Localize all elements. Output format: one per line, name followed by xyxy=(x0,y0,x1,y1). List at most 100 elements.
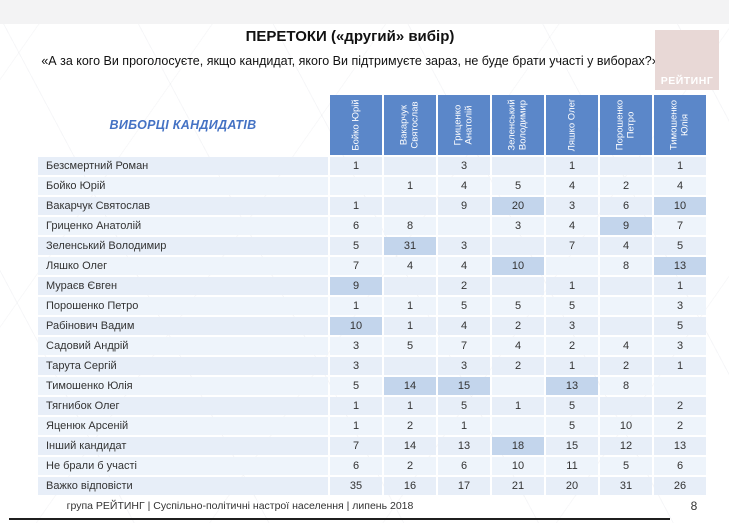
table-cell xyxy=(384,157,436,175)
table-cell: 15 xyxy=(546,437,598,455)
table-cell: 1 xyxy=(654,157,706,175)
table-cell: 3 xyxy=(330,357,382,375)
table-cell: 8 xyxy=(384,217,436,235)
table-cell: 21 xyxy=(492,477,544,495)
table-cell xyxy=(600,277,652,295)
row-label: Садовий Андрій xyxy=(38,337,328,355)
table-cell: 5 xyxy=(492,177,544,195)
row-label: Вакарчук Святослав xyxy=(38,197,328,215)
table-cell xyxy=(492,237,544,255)
table-cell: 4 xyxy=(438,177,490,195)
column-header: Гриценко Анатолій xyxy=(438,95,490,155)
row-label: Безсмертний Роман xyxy=(38,157,328,175)
table-cell: 1 xyxy=(330,417,382,435)
row-label: Тягнибок Олег xyxy=(38,397,328,415)
row-label: Зеленський Володимир xyxy=(38,237,328,255)
table-cell: 7 xyxy=(546,237,598,255)
table-cell: 7 xyxy=(330,437,382,455)
table-cell: 8 xyxy=(600,257,652,275)
table-cell: 5 xyxy=(546,417,598,435)
table-cell: 10 xyxy=(330,317,382,335)
column-header-label: Ляшко Олег xyxy=(566,98,578,152)
rating-logo-label: РЕЙТИНГ xyxy=(660,75,714,87)
row-label: Тарута Сергій xyxy=(38,357,328,375)
table-cell xyxy=(546,257,598,275)
table-cell: 18 xyxy=(492,437,544,455)
page-title: ПЕРЕТОКИ («другий» вибір) xyxy=(245,28,455,45)
table-cell xyxy=(492,277,544,295)
column-header-label: Бойко Юрій xyxy=(350,99,362,151)
table-cell: 35 xyxy=(330,477,382,495)
table-cell: 2 xyxy=(546,337,598,355)
column-header: Вакарчук Святослав xyxy=(384,95,436,155)
table-cell: 31 xyxy=(384,237,436,255)
column-header: Тимошенко Юлія xyxy=(654,95,706,155)
table-cell xyxy=(600,157,652,175)
table-cell: 31 xyxy=(600,477,652,495)
row-label: Інший кандидат xyxy=(38,437,328,455)
table-cell: 7 xyxy=(654,217,706,235)
table-cell: 1 xyxy=(330,297,382,315)
top-band xyxy=(0,0,729,24)
column-header: Ляшко Олег xyxy=(546,95,598,155)
table-cell xyxy=(330,177,382,195)
table-cell: 3 xyxy=(654,297,706,315)
table-cell: 1 xyxy=(330,157,382,175)
column-header-label: Порошенко Петро xyxy=(614,99,637,151)
column-header-label: Гриценко Анатолій xyxy=(452,104,475,146)
table-cell: 8 xyxy=(600,377,652,395)
table-cell: 1 xyxy=(330,197,382,215)
table-cell: 6 xyxy=(330,457,382,475)
table-cell: 13 xyxy=(654,437,706,455)
corner-label: ВИБОРЦІ КАНДИДАТІВ xyxy=(109,118,257,132)
table-cell: 4 xyxy=(600,337,652,355)
table-cell: 6 xyxy=(654,457,706,475)
table-cell: 5 xyxy=(384,337,436,355)
row-label: Тимошенко Юлія xyxy=(38,377,328,395)
table-cell: 16 xyxy=(384,477,436,495)
table-cell xyxy=(600,397,652,415)
table-cell xyxy=(654,377,706,395)
row-label: Важко відповісти xyxy=(38,477,328,495)
bottom-rule xyxy=(9,518,670,520)
table-cell xyxy=(600,297,652,315)
table-cell: 1 xyxy=(384,397,436,415)
column-header: Бойко Юрій xyxy=(330,95,382,155)
table-cell: 3 xyxy=(492,217,544,235)
row-label: Рабінович Вадим xyxy=(38,317,328,335)
table-cell: 3 xyxy=(438,157,490,175)
table-cell: 5 xyxy=(654,237,706,255)
table-cell: 2 xyxy=(492,357,544,375)
table-cell: 1 xyxy=(654,277,706,295)
table-cell xyxy=(384,197,436,215)
table-cell: 11 xyxy=(546,457,598,475)
table-cell: 6 xyxy=(330,217,382,235)
table-cell: 5 xyxy=(330,237,382,255)
column-header-label: Тимошенко Юлія xyxy=(668,99,691,151)
row-label: Ляшко Олег xyxy=(38,257,328,275)
table-cell: 10 xyxy=(654,197,706,215)
table-cell: 3 xyxy=(546,197,598,215)
table-cell: 5 xyxy=(546,297,598,315)
table-cell: 13 xyxy=(654,257,706,275)
row-label: Порошенко Петро xyxy=(38,297,328,315)
table-cell: 15 xyxy=(438,377,490,395)
table-cell: 6 xyxy=(600,197,652,215)
table-cell xyxy=(492,157,544,175)
table-cell: 9 xyxy=(330,277,382,295)
table-cell: 1 xyxy=(330,397,382,415)
table-cell: 26 xyxy=(654,477,706,495)
table-cell: 1 xyxy=(654,357,706,375)
table-cell: 5 xyxy=(654,317,706,335)
table-cell: 5 xyxy=(492,297,544,315)
table-cell: 2 xyxy=(492,317,544,335)
table-cell: 4 xyxy=(546,177,598,195)
row-label: Мураєв Євген xyxy=(38,277,328,295)
table-cell xyxy=(492,417,544,435)
column-header: Зеленський Володимир xyxy=(492,95,544,155)
table-cell xyxy=(384,357,436,375)
table-cell: 4 xyxy=(384,257,436,275)
table-cell: 10 xyxy=(492,257,544,275)
table-cell: 3 xyxy=(654,337,706,355)
